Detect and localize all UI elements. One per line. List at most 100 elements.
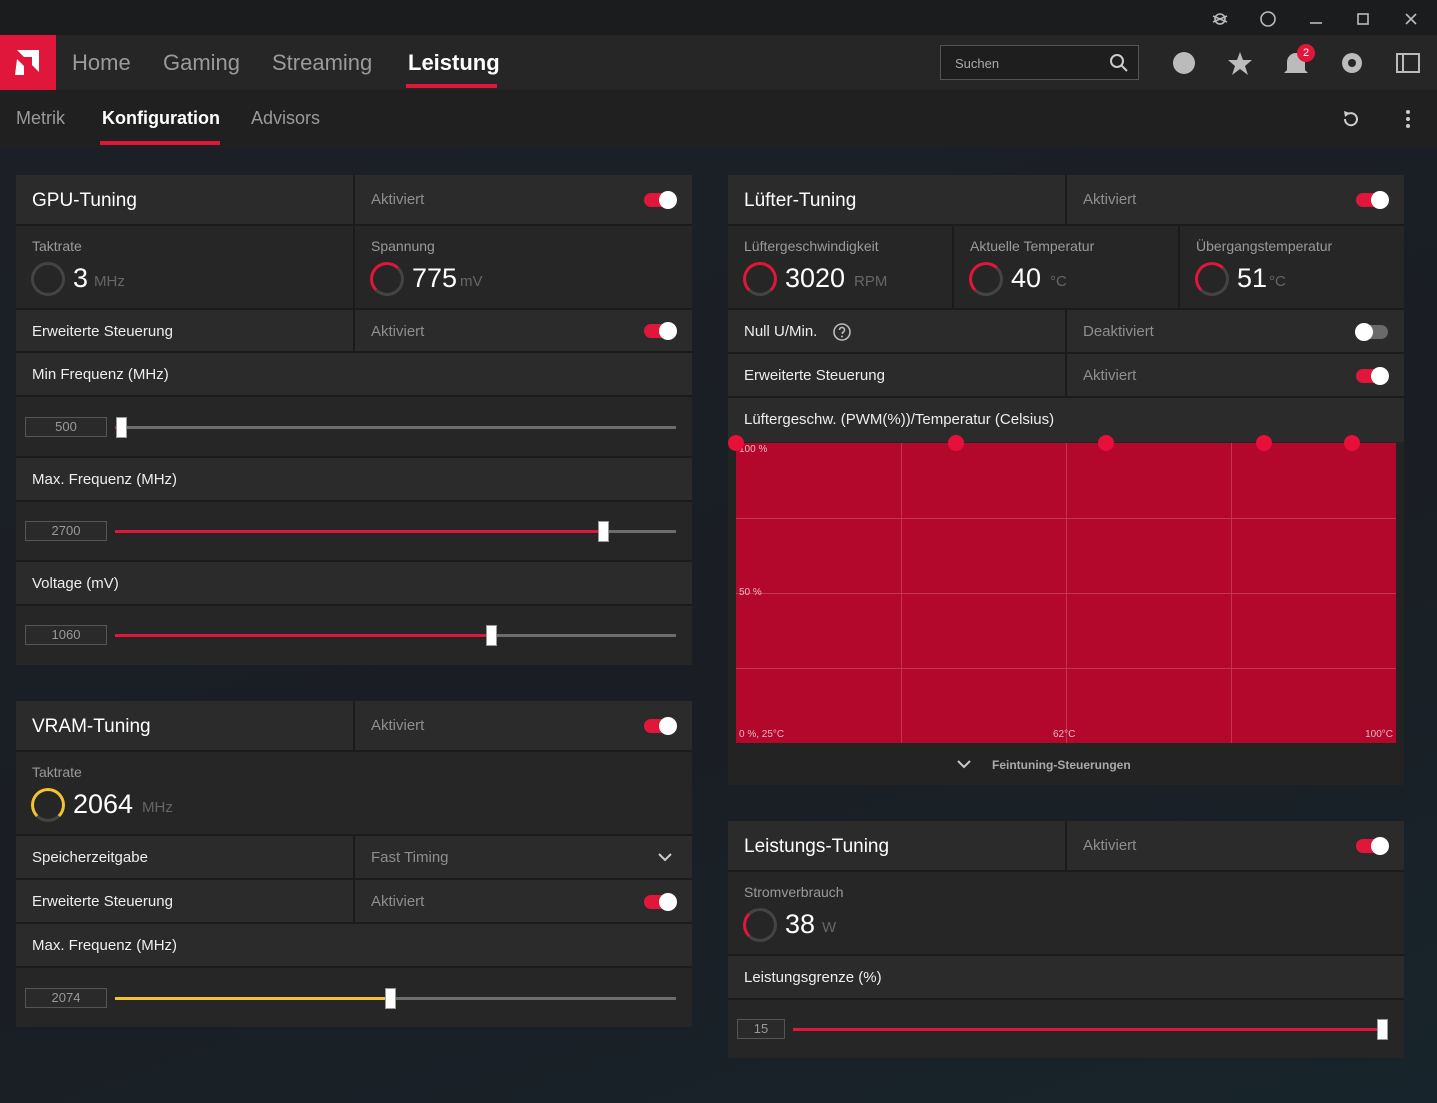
graphic [1357,13,1369,25]
toggle[interactable] [1356,367,1389,385]
status-cell: Aktiviert [353,310,692,351]
slider-input[interactable]: 15 [737,1019,785,1039]
curve-point[interactable] [1344,435,1360,451]
graphic [1396,53,1420,73]
curve-title-row: Lüftergeschw. (PWM(%))/Temperatur (Celsi… [728,398,1404,442]
toggle[interactable] [644,322,677,340]
nav-tab[interactable]: Leistung [408,50,500,75]
search-icon [1110,54,1128,72]
nav-tab[interactable]: Home [72,50,131,75]
graphic [838,326,846,334]
panel-header: GPU-Tuning Aktiviert [16,175,692,226]
gauge [743,908,777,942]
main-nav [0,35,1437,90]
status-text: Deaktiviert [1083,323,1154,340]
metric-value: 775 [412,263,458,293]
status-text: Aktiviert [1083,191,1137,208]
toggle[interactable] [644,893,677,911]
setting-row: Erweiterte Steuerung Aktiviert [728,354,1404,398]
slider-input[interactable]: 2074 [25,988,107,1008]
metric-unit: MHz [94,273,125,290]
fan-curve[interactable]: 100 % 50 % 0 %, 25°C 62°C 100°C [728,435,1396,743]
slider[interactable] [115,417,676,438]
status-cell: Aktiviert [353,175,692,224]
slider-label: Leistungsgrenze (%) [744,969,882,986]
curve-axis-label: 62°C [1053,729,1076,740]
toggle[interactable] [644,717,677,735]
gauge [969,262,1003,296]
curve-title: Lüftergeschw. (PWM(%))/Temperatur (Celsi… [744,411,1055,428]
graphic [1214,13,1226,25]
toggle[interactable] [1356,837,1389,855]
metric-label: Aktuelle Temperatur [970,238,1095,254]
status-cell: Aktiviert [353,701,692,750]
sub-nav-icons[interactable] [1340,108,1420,130]
slider-input[interactable]: 2700 [25,521,107,541]
toolbar-icons[interactable] [1170,48,1430,78]
graphic [1406,117,1410,121]
curve-point[interactable] [728,435,744,451]
nav-tab[interactable]: Gaming [163,50,241,75]
setting-label: Erweiterte Steuerung [32,893,173,910]
slider[interactable] [115,988,676,1009]
toggle[interactable] [1355,323,1388,341]
gauge [743,262,777,296]
metric: Aktuelle Temperatur 40 °C [952,226,1178,308]
metric-label: Stromverbrauch [744,884,844,900]
panel-title: Lüfter-Tuning [744,190,857,211]
curve-point[interactable] [1098,435,1114,451]
tab-underline [100,141,220,145]
toggle[interactable] [1356,191,1389,209]
graphic [1212,11,1417,27]
slider[interactable] [115,521,676,542]
amd-logo[interactable] [0,35,56,90]
logo-glyph [15,50,39,75]
slider-thumb [115,417,127,438]
dropdown[interactable]: Fast Timing [353,836,692,878]
metrics-row: Lüftergeschwindigkeit 3020 RPM Aktuelle … [728,226,1404,310]
toggle-knob [1371,191,1389,209]
search-box[interactable]: Suchen [940,45,1139,80]
slider-input[interactable]: 500 [25,417,107,437]
panel-title: GPU-Tuning [32,190,137,211]
status-text: Aktiviert [371,191,425,208]
curve-axis-label: 100 % [739,444,768,455]
slider-input[interactable]: 1060 [25,625,107,645]
slider-fill [115,530,604,533]
gauge [370,262,404,296]
curve-point[interactable] [948,435,964,451]
status-text: Aktiviert [1083,837,1137,854]
status-cell: Aktiviert [1065,354,1404,396]
slider[interactable] [793,1019,1389,1040]
graphic [1406,124,1410,128]
metric: Spannung 775 mV [353,226,692,308]
status-text: Aktiviert [1083,367,1137,384]
slider[interactable] [115,625,676,646]
metric-unit: °C [1050,273,1067,290]
slider-fill [793,1028,1383,1031]
help-icon[interactable] [832,322,852,342]
graphic [1344,111,1350,117]
nav-tab[interactable]: Streaming [272,50,373,75]
gauge [31,788,65,822]
panel-title: VRAM-Tuning [32,716,151,737]
setting-label: Speicherzeitgabe [32,849,148,866]
status-cell: Aktiviert [1065,821,1404,870]
chevron [957,760,971,769]
curve-point[interactable] [1256,435,1272,451]
toggle-knob [659,191,677,209]
sub-tab[interactable]: Metrik [16,108,65,128]
status-text: Aktiviert [371,323,425,340]
metric-label: Taktrate [32,238,82,254]
toggle-knob [1355,323,1373,341]
status-cell: Deaktiviert [1065,310,1404,352]
graphic [1406,110,1410,114]
sub-tab[interactable]: Konfiguration [102,108,220,128]
sub-tab[interactable]: Advisors [251,108,321,128]
fine-tuning-label: Feintuning-Steuerungen [992,758,1131,772]
fine-tuning-toggle[interactable]: Feintuning-Steuerungen [728,743,1404,785]
gauge [1195,262,1229,296]
gauge [31,262,65,296]
toggle[interactable] [644,191,677,209]
graphic [658,853,672,862]
